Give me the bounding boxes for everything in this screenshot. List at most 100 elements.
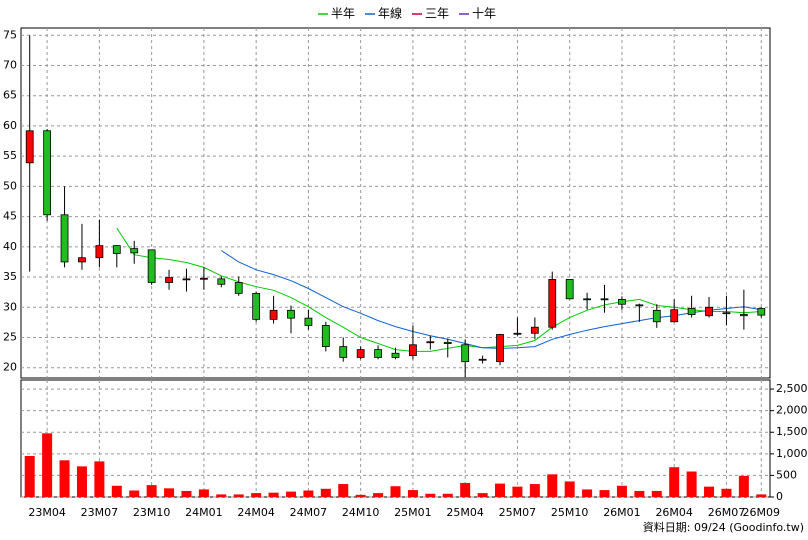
volume-bar xyxy=(582,489,593,497)
volume-bar xyxy=(94,461,105,497)
volume-bar xyxy=(529,484,540,497)
y2-tick-label: 2,000 xyxy=(776,404,808,417)
x-tick-label: 23M10 xyxy=(133,506,171,519)
volume-bar xyxy=(669,467,680,497)
x-tick-label: 26M01 xyxy=(603,506,641,519)
candle-body xyxy=(530,326,539,334)
legend-label: 三年 xyxy=(425,7,449,21)
x-tick-label: 24M10 xyxy=(342,506,380,519)
candle-body xyxy=(722,312,731,315)
candle-body xyxy=(25,130,34,164)
y-tick-label: 20 xyxy=(3,361,17,374)
candle-body xyxy=(600,298,609,301)
candle-body xyxy=(496,334,504,363)
volume-bar xyxy=(268,492,279,497)
candle-body xyxy=(356,349,365,358)
candle-body xyxy=(739,314,748,317)
y-tick-label: 25 xyxy=(3,330,17,343)
volume-bar xyxy=(76,466,87,497)
x-tick-label: 26M09 xyxy=(743,506,781,519)
y-tick-label: 60 xyxy=(3,119,17,132)
candle-body xyxy=(78,257,86,263)
y2-tick-label: 2,500 xyxy=(776,382,808,395)
volume-bar xyxy=(616,485,627,497)
y2-tick-label: 0 xyxy=(776,490,783,503)
volume-bar xyxy=(338,484,349,497)
legend-label: 年線 xyxy=(378,6,402,21)
volume-bar xyxy=(442,493,453,497)
volume-bar xyxy=(251,493,262,497)
candle-body xyxy=(443,341,452,344)
candle-body xyxy=(705,306,713,317)
volume-bar xyxy=(512,486,523,497)
candle-body xyxy=(199,277,208,280)
ma-line xyxy=(116,227,762,352)
volume-bar xyxy=(704,486,715,497)
volume-bar xyxy=(42,433,53,497)
y-tick-label: 30 xyxy=(3,300,17,313)
x-tick-label: 23M04 xyxy=(28,506,66,519)
y2-tick-label: 1,000 xyxy=(776,447,808,460)
candle-body xyxy=(112,245,121,254)
volume-bar xyxy=(146,485,157,497)
volume-bar xyxy=(564,481,575,497)
legend-label: 十年 xyxy=(472,7,496,21)
volume-bar xyxy=(634,490,645,497)
candle-body xyxy=(461,344,470,363)
candle-body xyxy=(687,308,696,315)
y-tick-label: 75 xyxy=(3,28,17,41)
volume-bar xyxy=(164,488,175,497)
volume-bar xyxy=(303,490,314,497)
candle-body xyxy=(618,299,626,305)
candle-body xyxy=(374,349,382,358)
y2-tick-label: 500 xyxy=(776,468,797,481)
x-tick-label: 24M04 xyxy=(237,506,275,519)
y-tick-label: 55 xyxy=(3,149,17,162)
candle-body xyxy=(757,308,766,316)
price-panel xyxy=(20,27,771,379)
candle-body xyxy=(147,249,156,283)
volume-bar xyxy=(285,491,296,497)
footer: 資料日期: 09/24 (Goodinfo.tw) xyxy=(643,520,804,534)
x-tick-label: 25M10 xyxy=(551,506,589,519)
volume-bar xyxy=(373,493,384,497)
volume-bar xyxy=(738,475,749,497)
volume-bar xyxy=(599,490,610,497)
candle-body xyxy=(304,317,313,326)
x-tick-label: 26M04 xyxy=(655,506,693,519)
y-tick-label: 40 xyxy=(3,240,17,253)
volume-bar xyxy=(477,493,488,497)
candle-body xyxy=(670,309,679,323)
volume-bar xyxy=(547,474,558,497)
volume-bar xyxy=(721,488,732,497)
candle-body xyxy=(565,279,574,300)
volume-bar xyxy=(320,488,331,497)
x-tick-label: 25M04 xyxy=(446,506,484,519)
candle-body xyxy=(513,332,522,335)
y-tick-label: 35 xyxy=(3,270,17,283)
candle-body xyxy=(287,309,295,319)
candle-body xyxy=(269,309,278,320)
y-tick-label: 65 xyxy=(3,89,17,102)
volume-bar xyxy=(425,493,436,497)
candle-body xyxy=(217,278,226,285)
candle-body xyxy=(182,278,191,281)
y-tick-label: 50 xyxy=(3,179,17,192)
volume-bar xyxy=(495,483,506,497)
y-tick-label: 45 xyxy=(3,210,17,223)
volume-bar xyxy=(129,490,140,497)
x-tick-label: 24M01 xyxy=(185,506,223,519)
volume-bar xyxy=(460,482,471,497)
x-tick-label: 25M01 xyxy=(394,506,432,519)
candle-body xyxy=(426,341,435,344)
x-tick-label: 25M07 xyxy=(499,506,537,519)
candle-body xyxy=(339,346,348,358)
x-tick-label: 24M07 xyxy=(290,506,328,519)
x-tick-label: 26M07 xyxy=(708,506,746,519)
candle-body xyxy=(391,352,400,358)
candle-body xyxy=(60,214,69,263)
candle-body xyxy=(165,277,173,283)
candle-body xyxy=(130,248,139,254)
